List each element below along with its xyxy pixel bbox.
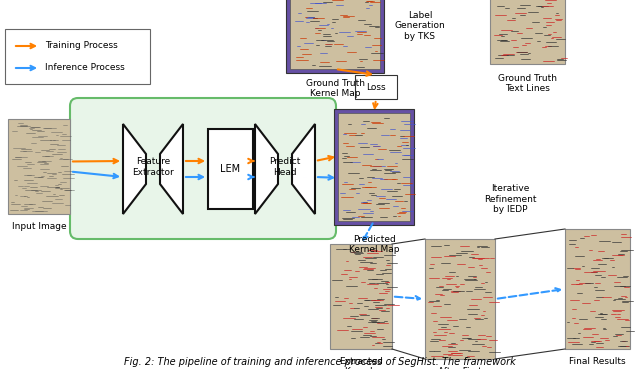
Bar [338,113,410,221]
Polygon shape [255,124,278,214]
Bar [5,29,150,84]
Bar [208,129,253,209]
Text: Extracted
Kernels: Extracted Kernels [339,357,383,369]
Text: Ground Truth
Kernel Map: Ground Truth Kernel Map [305,79,365,99]
Text: Loss: Loss [366,83,386,92]
Text: Input Image: Input Image [12,222,67,231]
Text: Inference Process: Inference Process [45,63,125,72]
Text: Predict
Head: Predict Head [269,157,301,177]
Polygon shape [292,124,315,214]
Text: Fig. 2: The pipeline of training and inference process of SegHist. The framework: Fig. 2: The pipeline of training and inf… [124,357,516,367]
Text: Predicted
Kernel Map: Predicted Kernel Map [349,235,399,254]
Text: After First
Expansion: After First Expansion [436,367,483,369]
Polygon shape [160,124,183,214]
Bar [286,0,384,73]
Text: LEM: LEM [220,164,241,174]
Bar [8,119,70,214]
Bar [565,229,630,349]
Text: Iterative
Refinement
by IEDP: Iterative Refinement by IEDP [484,184,536,214]
Text: Label
Generation
by TKS: Label Generation by TKS [395,11,445,41]
Text: Ground Truth
Text Lines: Ground Truth Text Lines [498,74,557,93]
Bar [334,109,414,225]
Bar [330,244,392,349]
Bar [425,239,495,359]
Bar [355,75,397,99]
Polygon shape [123,124,146,214]
Text: Training Process: Training Process [45,41,118,51]
Text: Feature
Extractor: Feature Extractor [132,157,174,177]
Bar [490,0,565,64]
Text: Final Results: Final Results [569,357,626,366]
FancyBboxPatch shape [70,98,336,239]
Bar [290,0,380,69]
